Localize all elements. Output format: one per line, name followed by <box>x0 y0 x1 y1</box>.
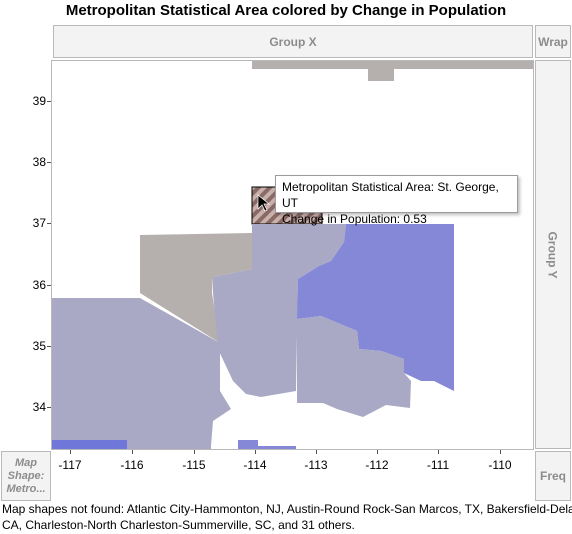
missing-shapes-note: Map shapes not found: Atlantic City-Hamm… <box>2 501 572 533</box>
y-tick-36: 36 <box>32 278 46 292</box>
x-tickmark <box>316 450 317 454</box>
x-tickmark <box>438 450 439 454</box>
group-y-label: Group Y <box>546 230 560 279</box>
x-tick--114: -114 <box>243 458 267 472</box>
wrap-zone[interactable]: Wrap <box>535 25 571 58</box>
x-tickmark <box>70 450 71 454</box>
group-x-zone[interactable]: Group X <box>53 25 533 58</box>
wrap-label: Wrap <box>538 34 568 49</box>
x-tick--111: -111 <box>426 458 450 472</box>
mouse-cursor <box>257 194 270 212</box>
x-tick--115: -115 <box>182 458 206 472</box>
y-tick-37: 37 <box>32 216 46 230</box>
map-region-ne-arizona <box>297 224 454 391</box>
group-x-label: Group X <box>269 34 317 49</box>
y-tick-38: 38 <box>32 155 46 169</box>
map-region-flagstaff <box>213 224 346 397</box>
map-region-south-strip <box>127 443 211 449</box>
y-tickmark <box>47 101 51 102</box>
x-tickmark <box>194 450 195 454</box>
x-tick--110: -110 <box>488 458 512 472</box>
map-shape-label-3: Metro... <box>6 482 46 495</box>
x-tickmark <box>500 450 501 454</box>
x-tick--112: -112 <box>365 458 389 472</box>
footer-line-2: CA, Charleston-North Charleston-Summervi… <box>2 518 355 532</box>
map-region-bottom-b <box>258 446 296 449</box>
group-y-zone[interactable]: Group Y <box>535 60 571 449</box>
tooltip-area-line: Metropolitan Statistical Area: St. Georg… <box>282 180 499 210</box>
map-plot-area[interactable] <box>51 60 534 450</box>
hover-tooltip: Metropolitan Statistical Area: St. Georg… <box>275 175 518 226</box>
x-tickmark <box>377 450 378 454</box>
map-region-bottom-a <box>238 440 258 449</box>
map-svg <box>52 61 533 449</box>
map-region-sw <box>52 440 127 449</box>
map-shape-label-1: Map <box>15 456 37 469</box>
y-tickmark <box>47 407 51 408</box>
x-tick--117: -117 <box>58 458 82 472</box>
x-tick--116: -116 <box>120 458 144 472</box>
map-region-las-vegas <box>140 233 252 343</box>
y-tickmark <box>47 223 51 224</box>
map-shape-zone[interactable]: Map Shape: Metro... <box>1 451 51 501</box>
y-tick-35: 35 <box>32 339 46 353</box>
map-shape-label-2: Shape: <box>7 469 45 482</box>
x-tickmark <box>132 450 133 454</box>
chart-title: Metropolitan Statistical Area colored by… <box>65 2 507 19</box>
map-region-inland-ca <box>52 298 231 446</box>
freq-label: Freq <box>539 469 566 483</box>
tooltip-change-line: Change in Population: 0.53 <box>282 212 427 226</box>
x-tick--113: -113 <box>304 458 328 472</box>
y-tickmark <box>47 162 51 163</box>
y-tick-39: 39 <box>32 94 46 108</box>
map-region-top-notch <box>368 61 394 81</box>
y-tickmark <box>47 346 51 347</box>
y-tickmark <box>47 285 51 286</box>
y-tick-34: 34 <box>32 400 46 414</box>
freq-zone[interactable]: Freq <box>535 451 571 501</box>
map-region-phoenix <box>297 316 411 417</box>
x-tickmark <box>255 450 256 454</box>
footer-line-1: Map shapes not found: Atlantic City-Hamm… <box>2 502 572 516</box>
